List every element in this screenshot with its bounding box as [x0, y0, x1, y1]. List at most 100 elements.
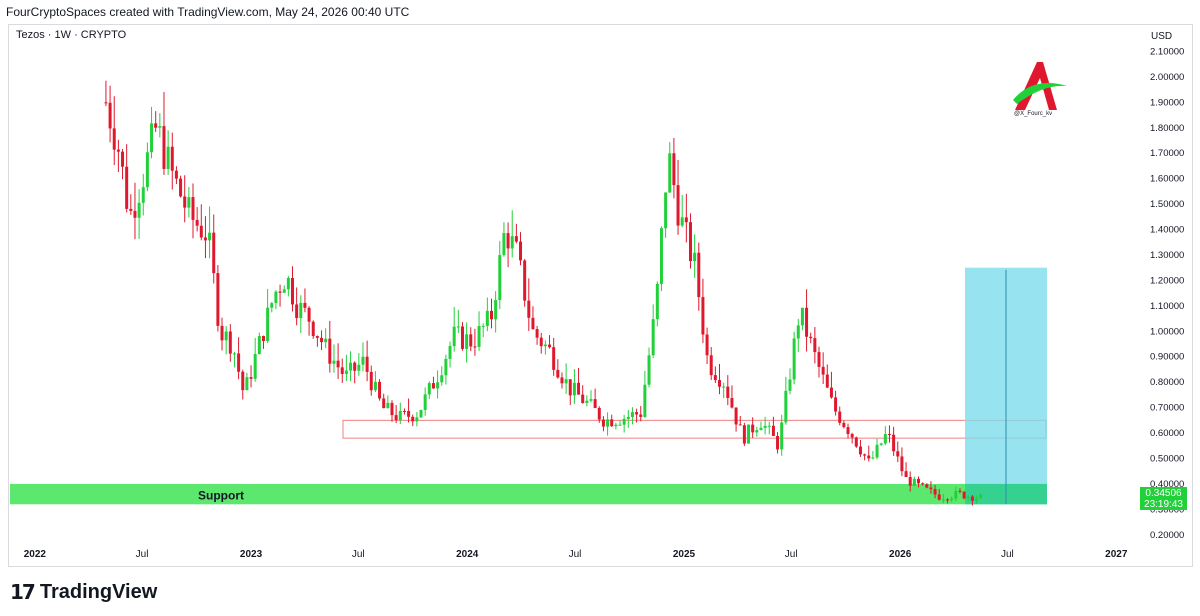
candle-body: [763, 425, 767, 428]
candle-body: [630, 412, 634, 417]
candle-body: [357, 364, 361, 371]
candle-body: [846, 427, 850, 435]
x-tick-label: Jul: [352, 549, 365, 560]
x-axis: 2022 Jul 2023 Jul 2024 Jul 2025 Jul 2026 Jul 2027: [24, 549, 1128, 560]
candle-body: [295, 304, 299, 319]
candle-body: [618, 424, 622, 426]
candle-body: [494, 300, 498, 320]
y-axis: 2.10000 2.00000 1.90000 1.80000 1.70000 1.600…: [1150, 46, 1184, 540]
author-logo-icon: [1013, 62, 1067, 110]
countdown-value: 23:19:43: [1144, 499, 1183, 510]
y-tick-label: 1.90000: [1150, 97, 1184, 108]
candle-body: [257, 336, 261, 355]
candle-body: [340, 367, 344, 374]
candle-body: [850, 434, 854, 438]
candle-body: [647, 355, 651, 385]
candle-body: [121, 151, 125, 167]
candle-body: [315, 336, 319, 338]
candle-body: [456, 326, 460, 328]
candle-body: [332, 360, 336, 364]
candle-body: [241, 371, 245, 391]
candle-body: [158, 126, 162, 128]
candle-body: [921, 483, 925, 485]
candle-body: [738, 424, 742, 426]
tradingview-logo[interactable]: 17 TradingView: [10, 580, 157, 604]
candle-body: [191, 197, 195, 220]
resistance-zone: [342, 419, 1047, 439]
candle-body: [701, 297, 705, 335]
y-tick-label: 1.30000: [1150, 250, 1184, 261]
candle-body: [904, 471, 908, 477]
candle-body: [560, 377, 564, 384]
candle-body: [730, 398, 734, 408]
candle-body: [402, 410, 406, 412]
candle-body: [452, 326, 456, 347]
support-label: Support: [198, 488, 244, 502]
candle-body: [854, 437, 858, 447]
candle-body: [166, 146, 170, 169]
candle-body: [871, 457, 875, 459]
candle-body: [187, 197, 191, 208]
candle-body: [369, 371, 373, 391]
candle-body: [925, 484, 929, 488]
candle-body: [979, 494, 983, 499]
candle-body: [527, 300, 531, 318]
x-tick-label: 2022: [24, 549, 47, 560]
candle-body: [946, 499, 950, 501]
candle-body: [407, 411, 411, 417]
candle-body: [365, 356, 369, 372]
candle-body: [174, 170, 178, 179]
candle-body: [282, 289, 286, 293]
candle-body: [448, 346, 452, 359]
candle-body: [809, 336, 813, 339]
x-tick-label: Jul: [569, 549, 582, 560]
candle-body: [676, 185, 680, 226]
y-tick-label: 0.40000: [1150, 479, 1184, 490]
candle-body: [548, 344, 552, 348]
candle-body: [896, 451, 900, 457]
x-tick-label: 2025: [673, 549, 696, 560]
y-tick-label: 0.80000: [1150, 377, 1184, 388]
candle-body: [767, 425, 771, 427]
x-tick-label: 2023: [240, 549, 263, 560]
candle-body: [726, 386, 730, 399]
candle-body: [659, 228, 663, 284]
candle-body: [788, 379, 792, 391]
candle-body: [531, 317, 535, 330]
last-price-badge: 0.34506 23:19:43: [1140, 487, 1187, 510]
candle-body: [552, 347, 556, 370]
candle-body: [867, 455, 871, 459]
candle-body: [237, 353, 241, 372]
y-tick-label: 2.10000: [1150, 46, 1184, 57]
candle-body: [900, 456, 904, 472]
candle-body: [390, 402, 394, 416]
candle-body: [954, 490, 958, 499]
candle-body: [887, 434, 891, 436]
candle-body: [755, 430, 759, 433]
candle-body: [460, 326, 464, 349]
candle-body: [879, 443, 883, 445]
candle-body: [382, 398, 386, 409]
candle-body: [373, 381, 377, 391]
candle-body: [842, 422, 846, 428]
candle-body: [672, 153, 676, 186]
candle-body: [349, 362, 353, 371]
candle-body: [718, 380, 722, 387]
candle-body: [162, 126, 166, 169]
candle-body: [286, 277, 290, 290]
candle-body: [477, 326, 481, 347]
candle-body: [228, 331, 232, 354]
candle-body: [473, 346, 477, 348]
y-tick-label: 0.50000: [1150, 454, 1184, 465]
tradingview-brand: TradingView: [39, 580, 158, 603]
candle-body: [863, 454, 867, 456]
y-tick-label: 0.60000: [1150, 428, 1184, 439]
candle-body: [539, 337, 543, 347]
candle-body: [597, 407, 601, 420]
candle-body: [705, 334, 709, 356]
candle-body: [253, 354, 257, 379]
candle-body: [104, 102, 108, 104]
last-price-value: 0.34506: [1145, 488, 1182, 499]
y-tick-label: 0.20000: [1150, 530, 1184, 541]
